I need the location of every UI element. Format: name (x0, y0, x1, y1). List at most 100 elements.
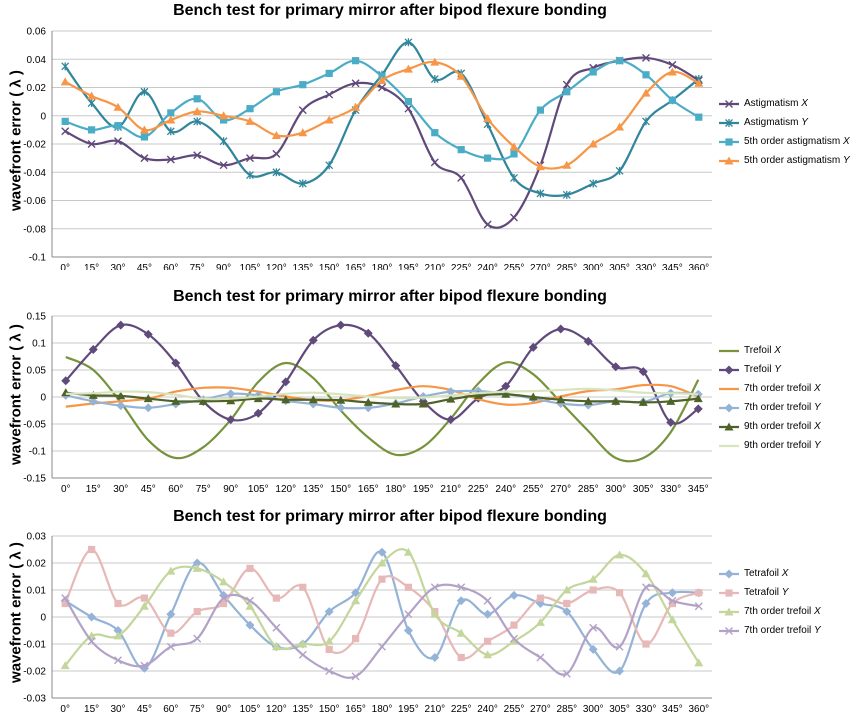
data-point (535, 162, 545, 171)
series-4 (61, 583, 703, 681)
data-point (556, 395, 566, 404)
x-tick-label: 210° (424, 263, 445, 270)
legend-label: 9th order trefoil Y (744, 436, 821, 455)
data-point (139, 663, 149, 673)
legend-series-name: Astigmatism (744, 98, 802, 109)
data-point (325, 645, 333, 653)
data-point (404, 98, 412, 106)
data-point (667, 588, 677, 598)
data-point (695, 113, 703, 121)
legend-series-axis: Y (842, 155, 850, 166)
x-tick-label: 360° (688, 263, 709, 270)
legend-label: 5th order astigmatism X (744, 132, 850, 151)
data-point (562, 80, 571, 89)
data-point (272, 594, 280, 602)
data-point (457, 146, 465, 154)
x-tick-label: 240° (495, 484, 516, 495)
data-point (171, 358, 181, 368)
data-point (116, 391, 126, 400)
data-point (246, 564, 254, 572)
data-point (171, 396, 181, 405)
data-point (139, 125, 149, 134)
legend-swatch (719, 422, 739, 431)
data-point (456, 71, 466, 80)
data-point (281, 377, 291, 387)
data-point (61, 594, 70, 603)
series-4 (60, 57, 704, 171)
y-tick-label: -0.01 (23, 640, 46, 651)
data-point (88, 344, 98, 354)
x-tick-label: 0° (61, 484, 71, 495)
x-tick-label: 300° (583, 704, 604, 712)
y-tick-label: -0.02 (23, 667, 46, 678)
legend-swatch (719, 119, 739, 127)
data-point (166, 642, 175, 651)
legend-marker (724, 403, 734, 413)
data-point (510, 173, 518, 182)
data-point (324, 115, 334, 124)
x-tick-label: 105° (248, 484, 269, 495)
legend-series-name: 5th order astigmatism (744, 136, 843, 147)
data-point (245, 620, 255, 630)
legend-series-axis: Y (814, 440, 821, 451)
data-point (616, 57, 624, 65)
legend-label: Trefoil Y (744, 360, 781, 379)
data-point (588, 139, 598, 148)
x-tick-label: 270° (530, 263, 551, 270)
legend-label: Trefoil X (744, 341, 781, 360)
data-point (245, 601, 255, 610)
y-tick-label: 0.06 (27, 27, 47, 38)
data-point (61, 127, 70, 136)
y-tick-label: 0 (40, 393, 46, 404)
data-point (166, 155, 175, 164)
data-point (272, 149, 281, 158)
legend-swatch (719, 403, 739, 413)
data-point (483, 220, 492, 229)
data-point (298, 650, 307, 659)
legend-series-axis: X (814, 383, 821, 394)
data-point (562, 607, 572, 617)
legend-label: 7th order trefoil Y (744, 621, 821, 640)
series-1 (61, 53, 703, 229)
data-point (483, 650, 493, 659)
y-tick-label: 0.15 (27, 312, 47, 323)
x-tick-label: 60° (163, 704, 178, 712)
data-point (403, 626, 413, 635)
data-point (583, 396, 593, 405)
data-point (693, 404, 703, 414)
x-tick-label: 195° (413, 484, 434, 495)
data-point (378, 642, 386, 651)
data-point (563, 88, 571, 96)
x-tick-label: 240° (477, 263, 498, 270)
y-tick-label: 0 (40, 111, 46, 122)
data-point (638, 397, 648, 406)
data-point (246, 596, 254, 605)
data-point (562, 190, 571, 199)
data-point (139, 601, 149, 610)
legend-swatch (719, 569, 739, 579)
legend-swatch (719, 100, 739, 108)
data-point (377, 558, 387, 567)
data-point (611, 362, 621, 372)
data-point (192, 107, 202, 116)
data-point (166, 115, 176, 124)
data-point (403, 64, 413, 73)
chart-title: Bench test for primary mirror after bipo… (173, 508, 607, 525)
legend-series-name: 5th order astigmatism (744, 155, 843, 166)
x-tick-label: 15° (84, 263, 99, 270)
legend-label: 9th order trefoil X (744, 417, 821, 436)
x-tick-label: 75° (190, 263, 205, 270)
x-tick-label: 305° (609, 704, 630, 712)
legend-series-name: Tetrafoil (744, 587, 782, 598)
data-point (484, 637, 492, 645)
data-point (556, 324, 566, 334)
legend-series-axis: Y (781, 587, 789, 598)
data-point (219, 161, 228, 170)
data-point (336, 395, 346, 404)
legend-label: Tetrafoil Y (744, 583, 788, 602)
data-point (193, 117, 202, 126)
y-tick-label: -0.1 (29, 447, 47, 458)
legend-series-axis: Y (774, 364, 781, 375)
data-point (693, 394, 703, 403)
chart-plot: 0.03 0.02 0.01 0 -0.01 -0.02 -0.03 0° 15° 30° 45° 6… (23, 532, 712, 712)
